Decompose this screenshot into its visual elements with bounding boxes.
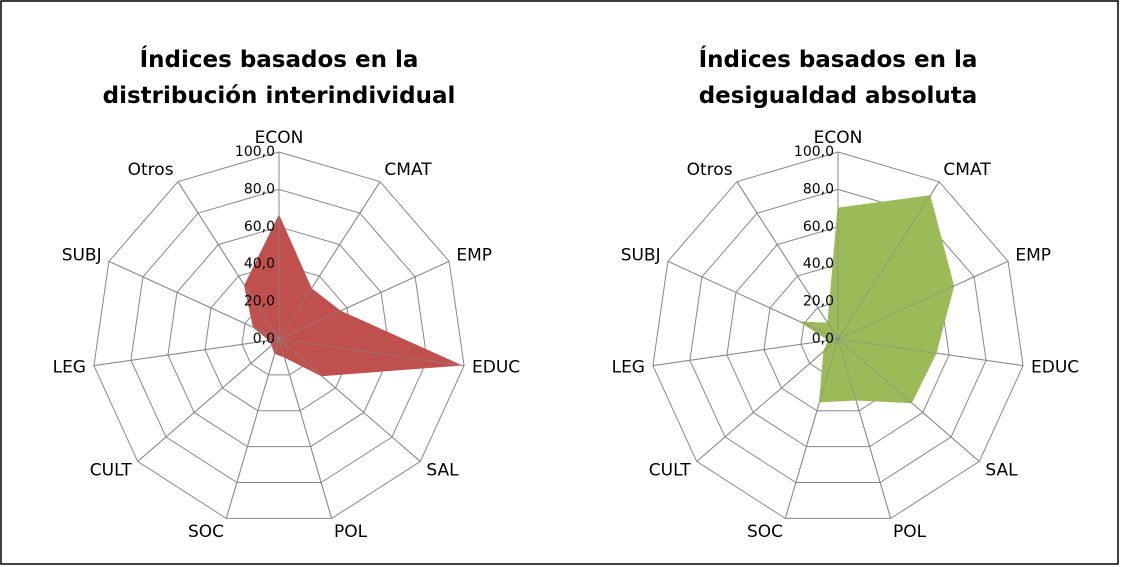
category-label: SAL xyxy=(985,461,1018,481)
category-label: CMAT xyxy=(943,160,991,180)
spoke-overlay xyxy=(837,338,980,462)
category-label: CULT xyxy=(649,461,691,481)
y-tick-label: 60,0 xyxy=(803,219,834,235)
y-tick-label: 20,0 xyxy=(803,294,834,310)
category-label: POL xyxy=(334,522,368,542)
spoke-overlay xyxy=(696,338,839,462)
category-label: SUBJ xyxy=(62,246,102,266)
category-label: ECON xyxy=(255,128,304,148)
y-tick-label: 0,0 xyxy=(253,331,275,347)
category-label: ECON xyxy=(814,128,863,148)
spoke-overlay xyxy=(137,338,280,462)
spoke-overlay xyxy=(225,338,280,519)
category-label: CULT xyxy=(90,461,132,481)
category-label: CMAT xyxy=(384,160,432,180)
spoke-overlay xyxy=(837,338,1024,367)
y-tick-label: 100,0 xyxy=(235,144,275,160)
y-tick-label: 0,0 xyxy=(812,331,834,347)
grid-line xyxy=(93,151,465,519)
category-label: SOC xyxy=(747,522,783,542)
y-tick-label: 40,0 xyxy=(244,256,275,272)
category-label: LEG xyxy=(53,358,86,378)
spoke-overlay xyxy=(278,338,465,367)
spoke-overlay xyxy=(837,260,1009,340)
category-label: SUBJ xyxy=(621,246,661,266)
grid-line xyxy=(204,263,354,412)
chart-title: Índices basados en la desigualdad absolut… xyxy=(699,45,978,109)
category-label: LEG xyxy=(612,358,645,378)
category-label: SAL xyxy=(426,461,459,481)
spoke-overlay xyxy=(736,181,839,340)
category-label: POL xyxy=(893,522,927,542)
radar-area xyxy=(798,195,955,404)
chart-title: Índices basados en la distribución interi… xyxy=(103,45,456,109)
grid-line xyxy=(130,188,428,484)
grid-line xyxy=(652,151,1024,519)
spoke-overlay xyxy=(177,181,280,340)
spoke-overlay xyxy=(278,338,333,519)
spoke-overlay xyxy=(108,260,280,340)
category-label: Otros xyxy=(128,160,174,180)
spoke-overlay xyxy=(837,181,940,340)
spoke-overlay xyxy=(837,338,892,519)
spoke-overlay xyxy=(652,338,839,367)
spoke-overlay xyxy=(278,260,450,340)
grid-line xyxy=(689,188,987,484)
category-label: EDUC xyxy=(472,358,520,378)
spoke-overlay xyxy=(667,260,839,340)
spoke-overlay xyxy=(784,338,839,519)
spoke-overlay xyxy=(93,338,280,367)
y-tick-label: 80,0 xyxy=(244,181,275,197)
y-tick-label: 60,0 xyxy=(244,219,275,235)
spoke-overlay xyxy=(278,338,421,462)
grid-line xyxy=(167,226,391,448)
spoke-overlay xyxy=(278,181,381,340)
y-tick-label: 80,0 xyxy=(803,181,834,197)
y-tick-label: 40,0 xyxy=(803,256,834,272)
category-label: EMP xyxy=(456,246,492,266)
category-label: EMP xyxy=(1015,246,1051,266)
category-label: EDUC xyxy=(1031,358,1079,378)
y-tick-label: 20,0 xyxy=(244,294,275,310)
category-label: SOC xyxy=(188,522,224,542)
category-label: Otros xyxy=(687,160,733,180)
y-tick-label: 100,0 xyxy=(794,144,834,160)
radar-area xyxy=(244,214,461,377)
